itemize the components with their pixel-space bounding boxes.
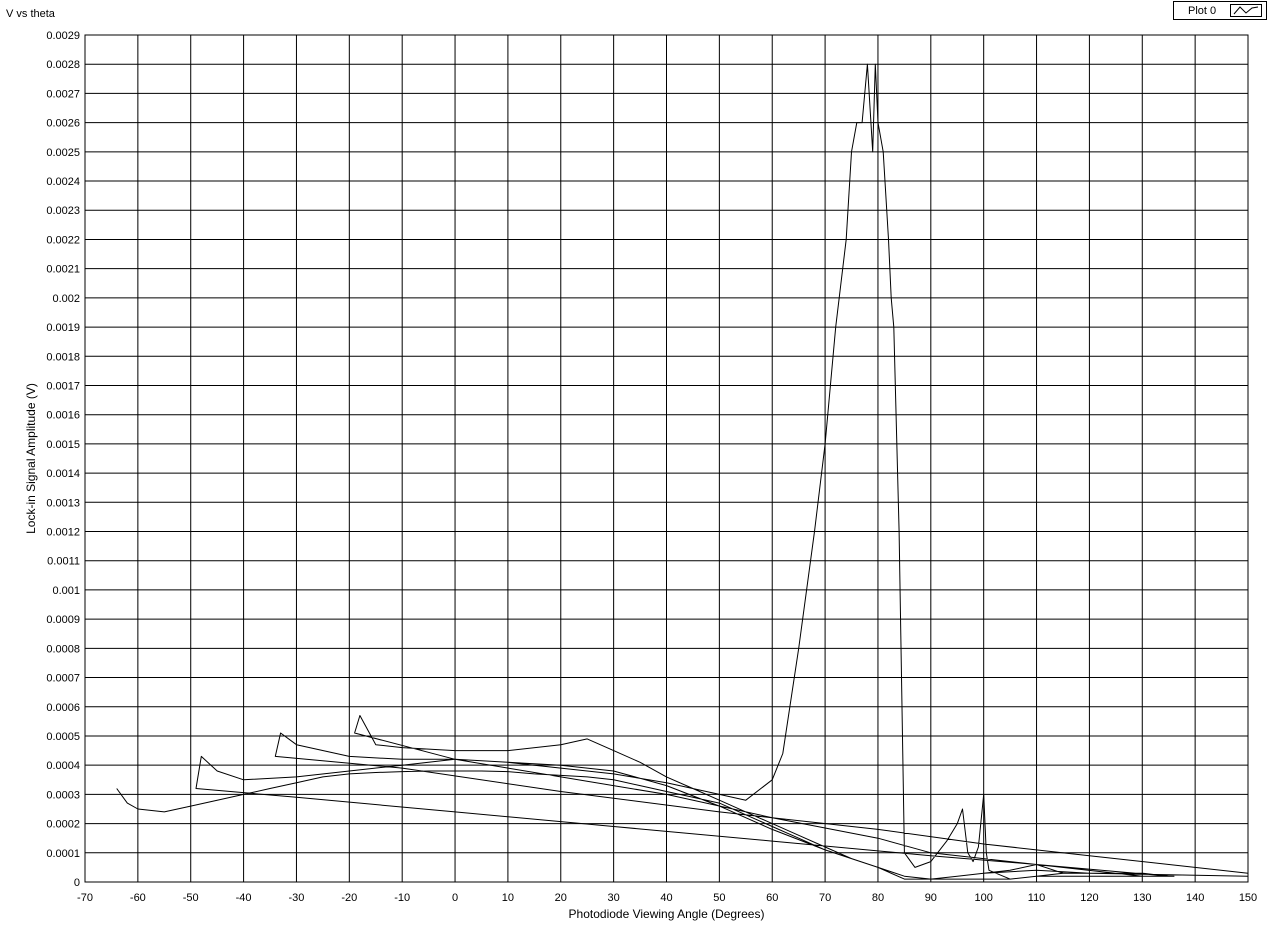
series-lines [116, 63, 1249, 880]
x-tick-label: -70 [77, 892, 93, 904]
x-tick-label: -40 [236, 892, 252, 904]
x-tick-label: -50 [183, 892, 199, 904]
x-tick-label: 50 [713, 892, 725, 904]
y-tick-label: 0.002 [52, 293, 80, 305]
y-tick-label: 0.0026 [46, 118, 80, 130]
x-tick-label: 150 [1239, 892, 1257, 904]
y-tick-label: 0.0025 [46, 147, 80, 159]
x-tick-label: -30 [289, 892, 305, 904]
y-tick-label: 0.0023 [46, 205, 80, 217]
y-tick-label: 0.0013 [46, 497, 80, 509]
chart-title: V vs theta [6, 8, 55, 20]
y-tick-label: 0.0028 [46, 59, 80, 71]
x-tick-label: 20 [555, 892, 567, 904]
series-line-plot-0 [116, 63, 1249, 880]
y-tick-label: 0.0006 [46, 702, 80, 714]
x-tick-label: -10 [394, 892, 410, 904]
x-tick-label: 120 [1080, 892, 1098, 904]
grid-lines [84, 34, 1249, 883]
y-tick-label: 0.0012 [46, 527, 80, 539]
x-tick-label: 110 [1028, 892, 1046, 904]
y-axis-label: Lock-in Signal Amplitude (V) [24, 383, 38, 534]
x-tick-label: 30 [608, 892, 620, 904]
y-tick-label: 0.001 [52, 585, 80, 597]
y-tick-label: 0.0017 [46, 380, 80, 392]
y-tick-label: 0.0004 [46, 760, 80, 772]
y-tick-label: 0.0015 [46, 439, 80, 451]
y-tick-label: 0.0016 [46, 410, 80, 422]
x-tick-label: 100 [975, 892, 993, 904]
legend[interactable]: Plot 0 [1173, 1, 1267, 20]
y-tick-label: 0 [74, 877, 80, 889]
x-tick-label: 10 [502, 892, 514, 904]
y-tick-label: 0.0009 [46, 614, 80, 626]
y-tick-label: 0.0008 [46, 643, 80, 655]
y-tick-label: 0.0001 [46, 848, 80, 860]
x-axis-label: Photodiode Viewing Angle (Degrees) [569, 907, 765, 921]
y-tick-label: 0.0021 [46, 264, 80, 276]
x-tick-label: 90 [925, 892, 937, 904]
y-tick-label: 0.0018 [46, 351, 80, 363]
x-tick-labels: -70 -60 -50 -40 -30 -20 -10 0 10 20 30 40 50 60 70 80 90… [77, 892, 1257, 904]
x-tick-label: 70 [819, 892, 831, 904]
y-tick-labels: 0 0.0001 0.0002 0.0003 0.0004 0.0005 0.0006 0.0… [46, 30, 80, 889]
x-tick-label: 40 [660, 892, 672, 904]
x-tick-label: -60 [130, 892, 146, 904]
y-tick-label: 0.0011 [47, 556, 80, 568]
x-tick-label: 60 [766, 892, 778, 904]
x-tick-label: 80 [872, 892, 884, 904]
legend-line-swatch-icon [1230, 4, 1262, 17]
y-tick-label: 0.0029 [46, 30, 80, 42]
y-tick-label: 0.0014 [46, 468, 80, 480]
y-tick-label: 0.0005 [46, 731, 80, 743]
x-tick-label: 0 [452, 892, 458, 904]
y-tick-label: 0.0007 [46, 673, 80, 685]
y-tick-label: 0.0019 [46, 322, 80, 334]
y-tick-label: 0.0003 [46, 789, 80, 801]
y-tick-label: 0.0027 [46, 88, 80, 100]
x-tick-label: 140 [1186, 892, 1204, 904]
legend-entry-label: Plot 0 [1188, 4, 1217, 17]
x-tick-label: -20 [341, 892, 357, 904]
x-tick-label: 130 [1133, 892, 1151, 904]
y-tick-label: 0.0024 [46, 176, 80, 188]
y-tick-label: 0.0022 [46, 234, 80, 246]
y-tick-label: 0.0002 [46, 819, 80, 831]
